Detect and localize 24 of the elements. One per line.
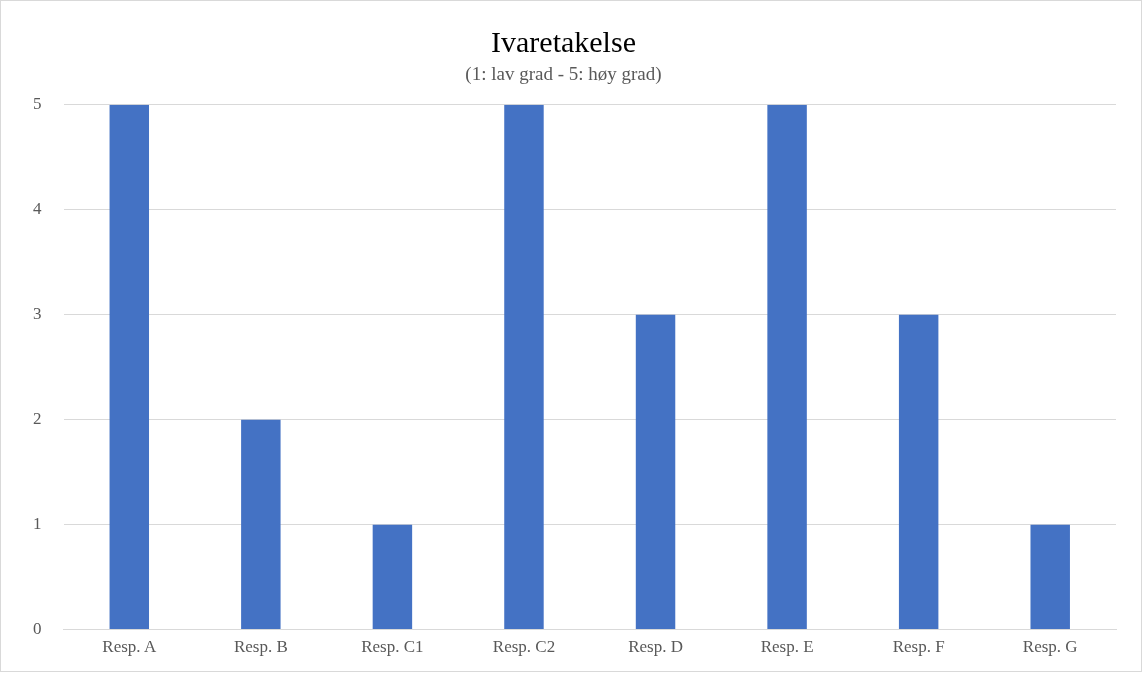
chart-subtitle: (1: lav grad - 5: høy grad): [465, 63, 662, 86]
y-tick-label: 1: [33, 514, 42, 534]
chart-title: Ivaretakelse: [491, 24, 636, 58]
y-tick-label: 3: [33, 304, 42, 324]
bar: [1030, 524, 1070, 630]
bar: [372, 524, 413, 630]
bar: [898, 314, 939, 630]
x-tick-label: Resp. C2: [492, 637, 556, 657]
bar: [504, 104, 544, 630]
bar: [109, 104, 150, 630]
y-tick-label: 0: [33, 619, 42, 639]
x-tick-label: Resp. E: [760, 637, 814, 657]
bar: [767, 104, 807, 630]
x-tick-label: Resp. F: [892, 637, 945, 657]
x-tick-label: Resp. D: [628, 637, 683, 657]
bar: [241, 419, 281, 630]
x-tick-label: Resp. B: [233, 637, 288, 657]
bar: [635, 314, 676, 630]
x-tick-label: Resp. G: [1022, 637, 1078, 657]
y-tick-label: 4: [33, 199, 42, 219]
x-tick-label: Resp. C1: [361, 637, 424, 657]
y-tick-label: 5: [33, 94, 42, 114]
x-tick-label: Resp. A: [102, 637, 157, 657]
y-tick-label: 2: [33, 409, 42, 429]
